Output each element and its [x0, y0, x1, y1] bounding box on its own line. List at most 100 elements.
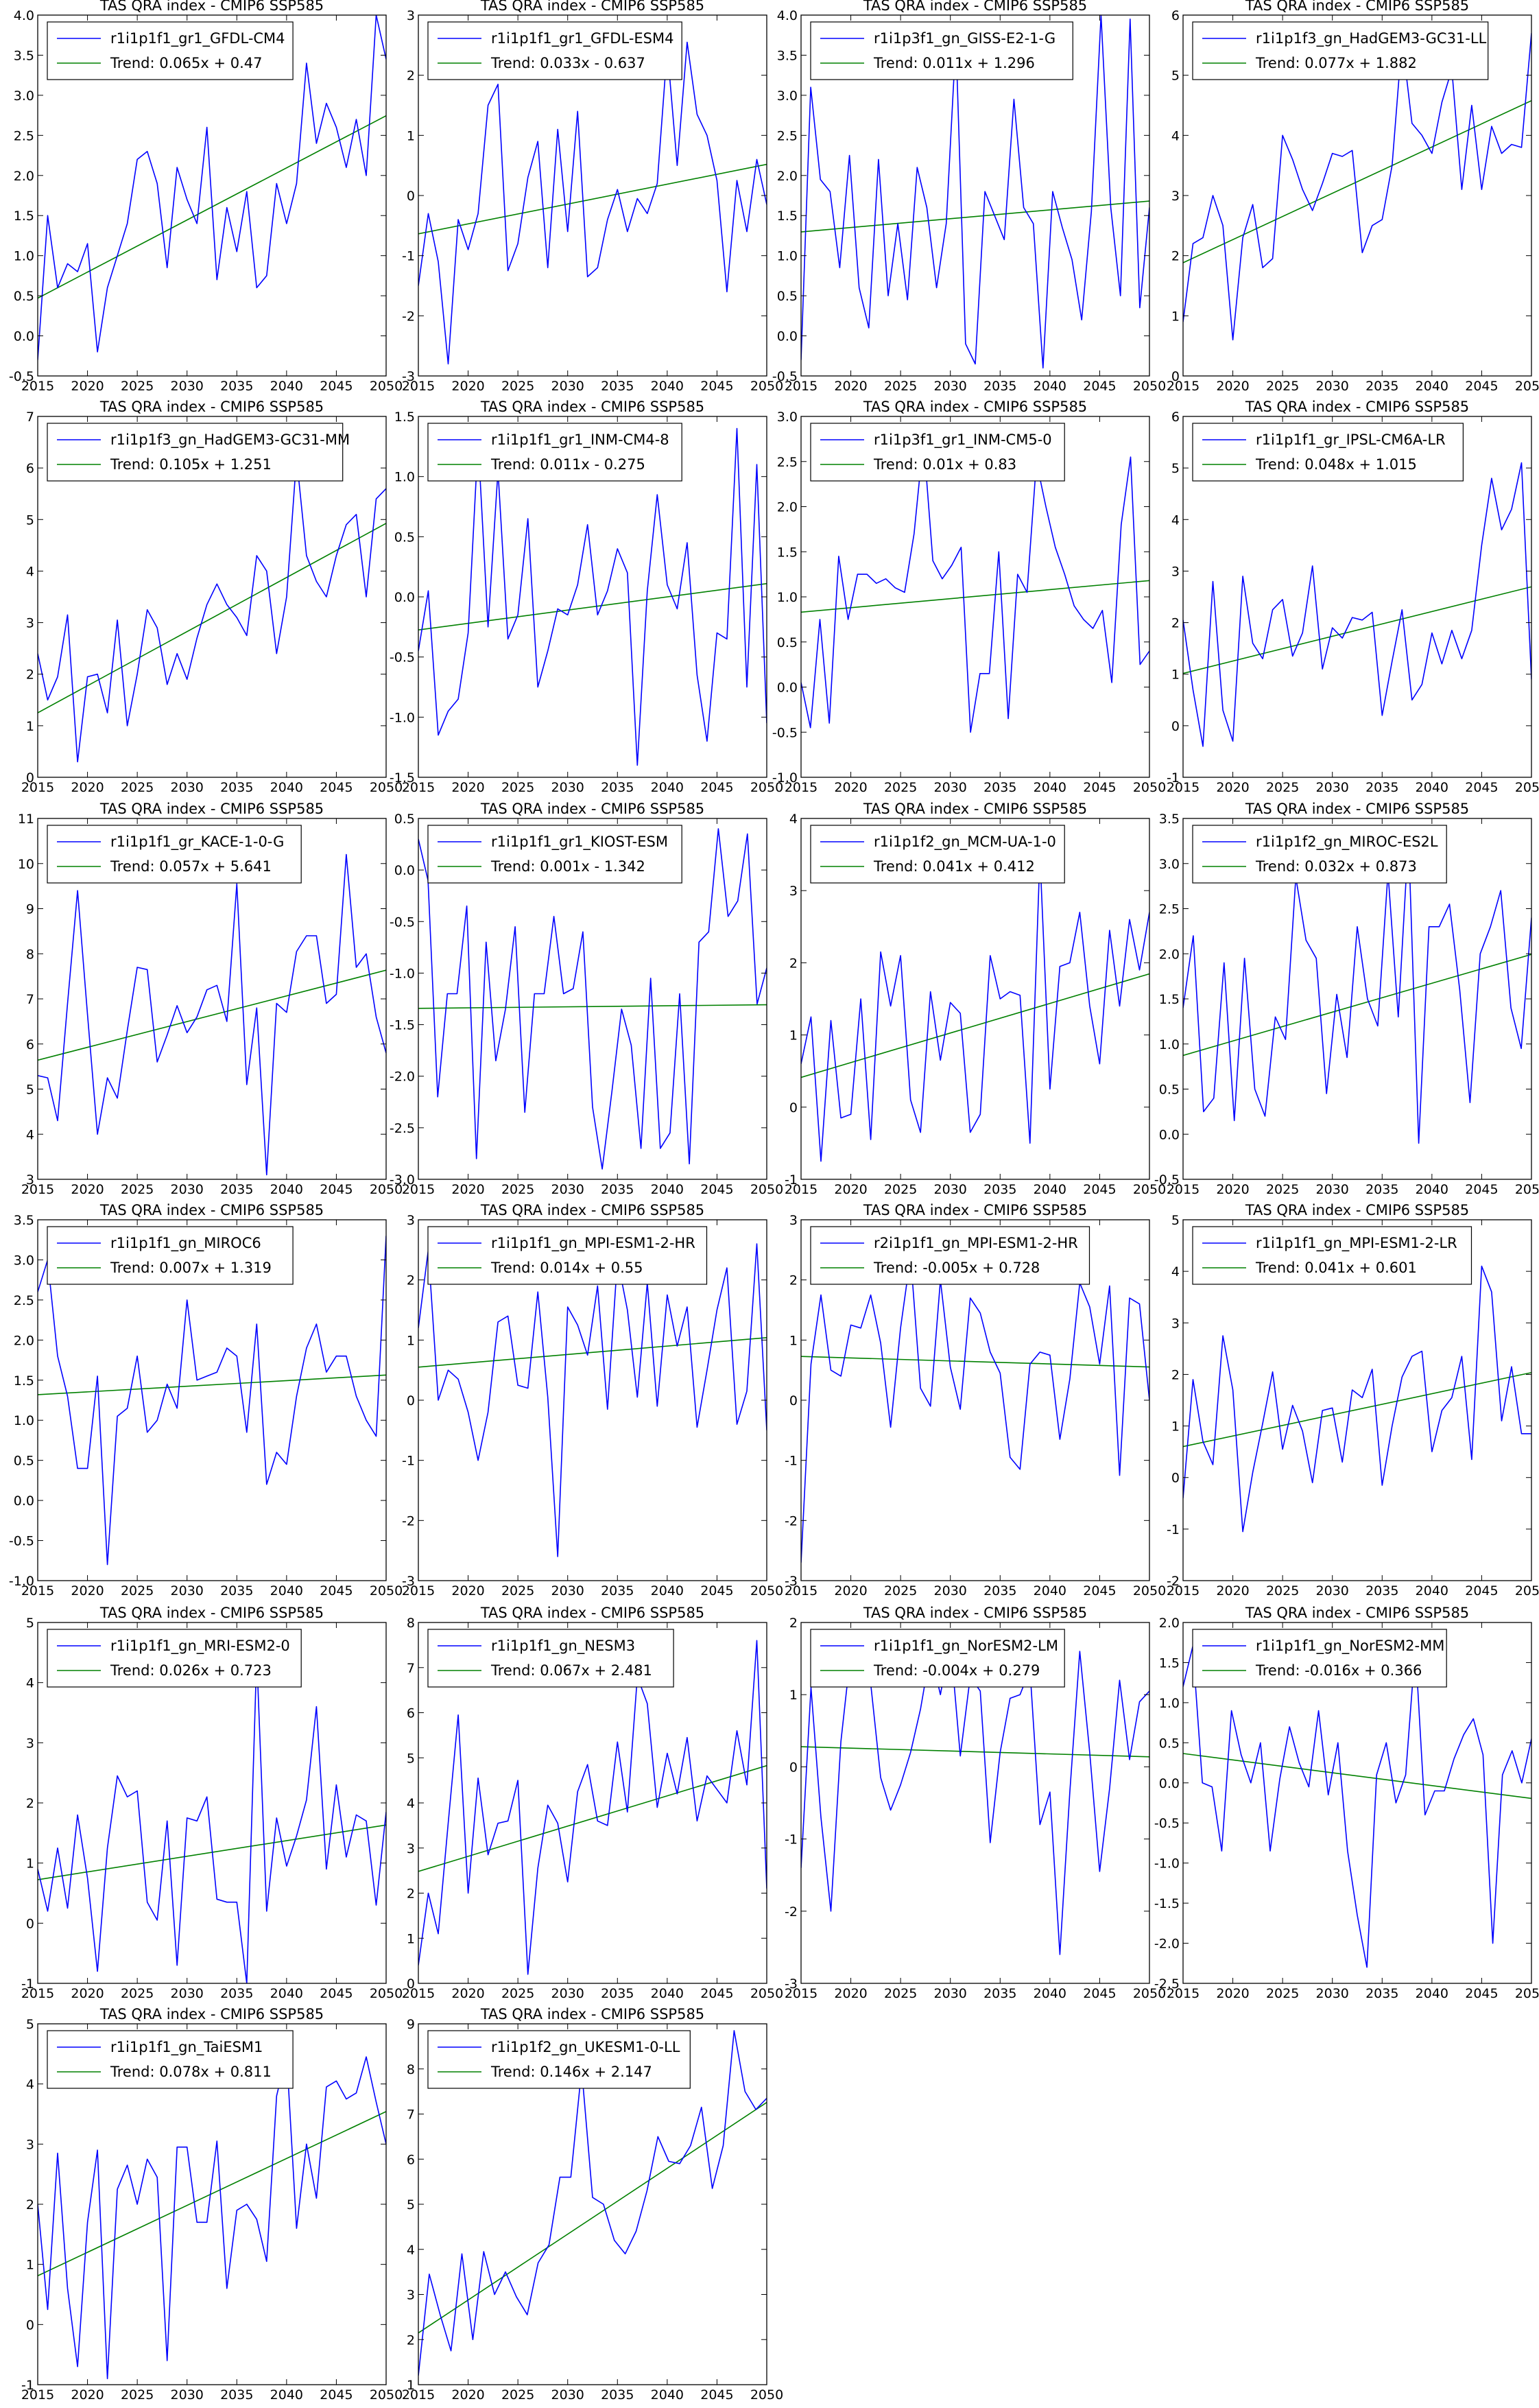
legend-label-series: r1i1p1f3_gn_HadGEM3-GC31-LL [1256, 30, 1487, 47]
x-tick-label: 2050 [750, 2387, 783, 2403]
x-tick-label: 2020 [71, 2387, 104, 2403]
y-tick-label: 0 [407, 1976, 415, 1992]
y-tick-label: 0.0 [777, 681, 798, 696]
x-tick-label: 2030 [1316, 1182, 1349, 1197]
x-tick-label: 2020 [1216, 1182, 1249, 1197]
x-tick-label: 2025 [1266, 780, 1299, 795]
x-tick-label: 2025 [1266, 1986, 1299, 2001]
y-tick-label: 0.5 [394, 530, 415, 545]
y-tick-label: -1.0 [9, 1574, 34, 1589]
y-tick-label: 2 [26, 2197, 34, 2212]
chart-title: TAS QRA index - CMIP6 SSP585 [99, 1605, 324, 1621]
legend-label-trend: Trend: 0.001x - 1.342 [490, 858, 645, 875]
y-tick-label: 0 [789, 1393, 798, 1408]
y-tick-label: 4 [1171, 512, 1180, 528]
y-tick-label: 4 [407, 2243, 415, 2258]
legend-label-trend: Trend: 0.014x + 0.55 [490, 1260, 643, 1276]
y-tick-label: 3 [407, 8, 415, 23]
legend-box [1192, 423, 1464, 482]
x-tick-label: 2020 [834, 1986, 867, 2001]
y-tick-label: -3 [402, 1574, 415, 1589]
y-tick-label: 2 [26, 668, 34, 683]
series-line [801, 853, 1149, 1162]
y-tick-label: -2 [402, 309, 415, 324]
x-tick-label: 2015 [1167, 1583, 1200, 1598]
plot-frame [1182, 1622, 1532, 1984]
y-tick-label: 1 [407, 128, 415, 143]
y-tick-label: 3 [1171, 564, 1180, 579]
x-tick-label: 2040 [270, 1583, 303, 1598]
x-tick-label: 2025 [884, 1986, 917, 2001]
x-tick-label: 2030 [1316, 1986, 1349, 2001]
y-tick-label: 5 [26, 1616, 34, 1631]
legend: r1i1p1f1_gr_KACE-1-0-G Trend: 0.057x + 5.… [47, 825, 302, 884]
y-tick-label: 0.0 [394, 590, 415, 605]
y-tick-label: -1 [785, 1832, 798, 1848]
y-tick-label: 2.5 [1159, 902, 1180, 917]
y-tick-label: 5 [26, 1083, 34, 1098]
legend-label-series: r1i1p1f1_gn_TaiESM1 [110, 2039, 263, 2056]
legend-label-trend: Trend: 0.067x + 2.481 [490, 1662, 652, 1679]
x-tick-label: 2015 [1167, 379, 1200, 394]
x-tick-label: 2045 [1083, 1986, 1116, 2001]
x-tick-label: 2030 [1316, 1583, 1349, 1598]
legend-box [47, 423, 344, 482]
y-tick-label: 9 [26, 902, 34, 917]
y-tick-label: 2.5 [777, 128, 798, 143]
chart-title: TAS QRA index - CMIP6 SSP585 [480, 801, 704, 817]
legend-label-series: r1i1p1f1_gr1_GFDL-ESM4 [491, 30, 673, 47]
legend-label-series: r1i1p1f1_gn_NorESM2-MM [1256, 1638, 1444, 1655]
legend-label-series: r1i1p3f1_gr1_INM-CM5-0 [874, 432, 1052, 449]
y-tick-label: 5 [1171, 69, 1180, 84]
legend-box [1192, 1226, 1472, 1285]
legend-label-trend: Trend: 0.057x + 5.641 [110, 858, 272, 875]
x-tick-label: 2050 [370, 780, 403, 795]
x-tick-label: 2040 [270, 1182, 303, 1197]
x-tick-label: 2035 [220, 1583, 253, 1598]
legend-label-series: r1i1p1f1_gn_NorESM2-LM [874, 1638, 1058, 1655]
y-tick-label: -2.5 [1154, 1976, 1180, 1992]
trend-line [418, 1337, 767, 1368]
legend: r1i1p1f1_gn_MIROC6 Trend: 0.007x + 1.319 [47, 1226, 294, 1285]
y-tick-label: 3.5 [1159, 812, 1180, 827]
plot-frame [1182, 416, 1532, 778]
legend-label-series: r1i1p3f1_gn_GISS-E2-1-G [874, 30, 1055, 47]
x-tick-label: 2035 [601, 1986, 634, 2001]
x-tick-label: 2040 [651, 780, 684, 795]
y-tick-label: 3.0 [14, 88, 34, 104]
x-tick-label: 2015 [21, 379, 54, 394]
x-tick-label: 2035 [220, 1986, 253, 2001]
x-tick-label: 2040 [1416, 379, 1448, 394]
y-tick-label: 0.0 [14, 1494, 34, 1509]
y-tick-label: -0.5 [390, 914, 415, 930]
chart-title: TAS QRA index - CMIP6 SSP585 [480, 0, 704, 14]
y-tick-label: -1.0 [390, 710, 415, 725]
x-tick-label: 2025 [121, 379, 154, 394]
x-tick-label: 2050 [1133, 1182, 1166, 1197]
x-tick-label: 2015 [1167, 1986, 1200, 2001]
x-tick-label: 2020 [1216, 1583, 1249, 1598]
x-tick-label: 2015 [21, 1583, 54, 1598]
legend-label-series: r1i1p1f1_gr1_KIOST-ESM [491, 834, 668, 851]
x-tick-label: 2020 [834, 780, 867, 795]
plot-frame [418, 818, 767, 1180]
y-tick-label: 1.0 [394, 470, 415, 485]
y-tick-label: 10 [18, 857, 34, 872]
y-tick-label: -1.5 [390, 1018, 415, 1033]
x-tick-label: 2020 [1216, 780, 1249, 795]
legend: r1i1p1f2_gn_MCM-UA-1-0 Trend: 0.041x + 0.… [810, 825, 1065, 884]
y-tick-label: 5 [26, 512, 34, 528]
legend-box [47, 1629, 302, 1688]
legend-label-series: r1i1p1f1_gn_MIROC6 [110, 1235, 261, 1252]
legend-box [810, 825, 1065, 884]
legend-label-series: r1i1p1f1_gn_MPI-ESM1-2-LR [1256, 1235, 1457, 1252]
y-tick-label: 2.0 [1159, 947, 1180, 962]
x-tick-label: 2045 [1083, 1182, 1116, 1197]
y-tick-label: -1.0 [1154, 1856, 1180, 1872]
legend: r1i1p1f1_gr_IPSL-CM6A-LR Trend: 0.048x + … [1192, 423, 1464, 482]
x-tick-label: 2050 [1133, 1583, 1166, 1598]
x-tick-label: 2015 [21, 2387, 54, 2403]
y-tick-label: 2 [407, 69, 415, 84]
chart-title: TAS QRA index - CMIP6 SSP585 [863, 399, 1087, 415]
